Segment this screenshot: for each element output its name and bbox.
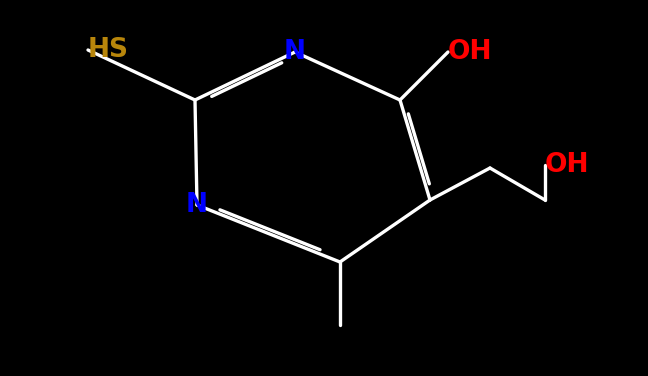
Text: N: N (284, 39, 306, 65)
Text: N: N (186, 192, 208, 218)
Text: OH: OH (545, 152, 590, 178)
Text: OH: OH (448, 39, 492, 65)
Text: HS: HS (88, 37, 129, 63)
